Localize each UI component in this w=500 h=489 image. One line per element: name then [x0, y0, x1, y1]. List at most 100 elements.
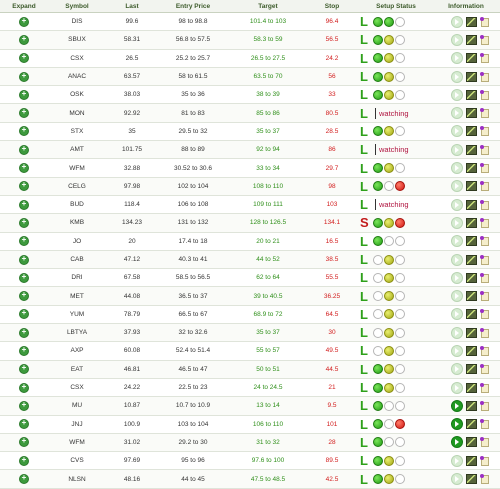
chart-icon[interactable] [465, 34, 477, 45]
chart-icon[interactable] [465, 437, 477, 448]
chart-icon[interactable] [465, 254, 477, 265]
symbol-cell[interactable]: MU [71, 402, 83, 410]
play-video-icon[interactable] [450, 418, 463, 431]
expand-plus-icon[interactable] [19, 272, 29, 283]
play-video-icon[interactable] [450, 162, 463, 175]
expand-plus-icon[interactable] [19, 364, 29, 375]
play-video-icon[interactable] [450, 381, 463, 394]
symbol-cell[interactable]: STX [70, 127, 84, 135]
play-video-icon[interactable] [450, 52, 463, 65]
chart-icon[interactable] [465, 199, 477, 210]
symbol-cell[interactable]: MET [70, 292, 84, 300]
play-video-icon[interactable] [450, 125, 463, 138]
header-target[interactable]: Target [258, 2, 278, 10]
note-icon[interactable] [479, 382, 490, 393]
play-video-icon[interactable] [450, 180, 463, 193]
expand-plus-icon[interactable] [19, 89, 29, 100]
symbol-cell[interactable]: MON [69, 109, 85, 117]
symbol-cell[interactable]: WFM [69, 164, 85, 172]
expand-plus-icon[interactable] [19, 419, 29, 430]
play-video-icon[interactable] [450, 308, 463, 321]
symbol-cell[interactable]: OSK [70, 91, 84, 99]
symbol-cell[interactable]: JNJ [71, 420, 83, 428]
note-icon[interactable] [479, 272, 490, 283]
symbol-cell[interactable]: LBTYA [66, 329, 88, 337]
chart-icon[interactable] [465, 291, 477, 302]
expand-plus-icon[interactable] [19, 126, 29, 137]
expand-plus-icon[interactable] [19, 474, 29, 485]
note-icon[interactable] [479, 144, 490, 155]
header-setup-status[interactable]: Setup Status [376, 2, 416, 10]
chart-icon[interactable] [465, 71, 477, 82]
chart-icon[interactable] [465, 53, 477, 64]
note-icon[interactable] [479, 345, 490, 356]
play-video-icon[interactable] [450, 326, 463, 339]
expand-plus-icon[interactable] [19, 254, 29, 265]
symbol-cell[interactable]: NLSN [68, 475, 86, 483]
play-video-icon[interactable] [450, 88, 463, 101]
symbol-cell[interactable]: CAB [70, 256, 84, 263]
symbol-cell[interactable]: AXP [70, 347, 84, 355]
expand-plus-icon[interactable] [19, 236, 29, 247]
note-icon[interactable] [479, 327, 490, 338]
expand-plus-icon[interactable] [19, 163, 29, 174]
play-video-icon[interactable] [450, 436, 463, 449]
expand-plus-icon[interactable] [19, 309, 29, 320]
expand-plus-icon[interactable] [19, 71, 29, 82]
note-icon[interactable] [479, 437, 490, 448]
play-video-icon[interactable] [450, 271, 463, 284]
note-icon[interactable] [479, 236, 490, 247]
expand-plus-icon[interactable] [19, 382, 29, 393]
play-video-icon[interactable] [450, 33, 463, 46]
note-icon[interactable] [479, 53, 490, 64]
play-video-icon[interactable] [450, 290, 463, 303]
header-symbol[interactable]: Symbol [65, 2, 89, 10]
note-icon[interactable] [479, 181, 490, 192]
symbol-cell[interactable]: DIS [71, 18, 83, 26]
note-icon[interactable] [479, 71, 490, 82]
play-video-icon[interactable] [450, 107, 463, 120]
play-video-icon[interactable] [450, 363, 463, 376]
symbol-cell[interactable]: CSX [70, 54, 84, 62]
note-icon[interactable] [479, 364, 490, 375]
play-video-icon[interactable] [450, 399, 463, 412]
play-video-icon[interactable] [450, 15, 463, 28]
chart-icon[interactable] [465, 382, 477, 393]
expand-plus-icon[interactable] [19, 16, 29, 27]
note-icon[interactable] [479, 199, 490, 210]
play-video-icon[interactable] [450, 473, 463, 486]
note-icon[interactable] [479, 309, 490, 320]
play-video-icon[interactable] [450, 143, 463, 156]
chart-icon[interactable] [465, 309, 477, 320]
chart-icon[interactable] [465, 474, 477, 485]
chart-icon[interactable] [465, 345, 477, 356]
note-icon[interactable] [479, 108, 490, 119]
symbol-cell[interactable]: AMT [70, 146, 84, 154]
chart-icon[interactable] [465, 126, 477, 137]
chart-icon[interactable] [465, 327, 477, 338]
header-information[interactable]: Information [448, 2, 484, 10]
chart-icon[interactable] [465, 455, 477, 466]
play-video-icon[interactable] [450, 216, 463, 229]
note-icon[interactable] [479, 34, 490, 45]
symbol-cell[interactable]: CVS [70, 457, 84, 465]
expand-plus-icon[interactable] [19, 437, 29, 448]
play-video-icon[interactable] [450, 344, 463, 357]
symbol-cell[interactable]: YUM [69, 310, 85, 318]
symbol-cell[interactable]: SBUX [68, 36, 86, 44]
chart-icon[interactable] [465, 419, 477, 430]
note-icon[interactable] [479, 126, 490, 137]
expand-plus-icon[interactable] [19, 400, 29, 411]
play-video-icon[interactable] [450, 235, 463, 248]
symbol-cell[interactable]: ANAC [67, 73, 87, 81]
chart-icon[interactable] [465, 181, 477, 192]
header-stop[interactable]: Stop [324, 2, 340, 10]
chart-icon[interactable] [465, 16, 477, 27]
symbol-cell[interactable]: CSX [70, 384, 84, 392]
expand-plus-icon[interactable] [19, 291, 29, 302]
symbol-cell[interactable]: DRI [71, 274, 83, 282]
expand-plus-icon[interactable] [19, 199, 29, 210]
symbol-cell[interactable]: WFM [69, 438, 85, 446]
header-entry-price[interactable]: Entry Price [175, 2, 211, 10]
chart-icon[interactable] [465, 108, 477, 119]
